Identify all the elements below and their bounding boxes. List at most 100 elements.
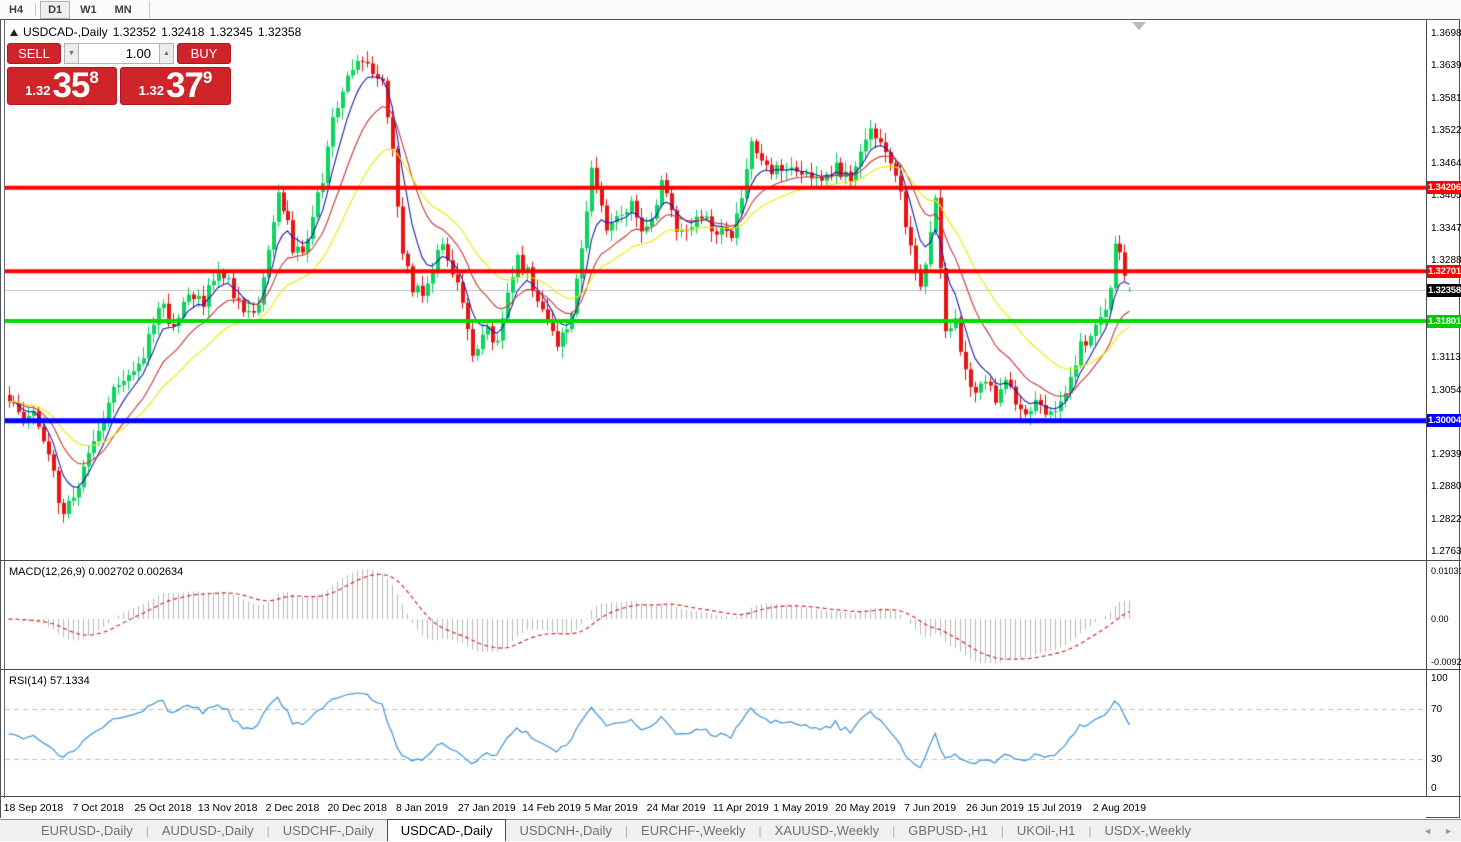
plot-left-border	[4, 20, 5, 817]
timeframe-button-mn[interactable]: MN	[114, 3, 132, 16]
chart-close-value: 1.32358	[257, 25, 302, 39]
tab-separator: |	[145, 823, 149, 838]
price-badge-1-32358: 1.32358	[1427, 283, 1461, 297]
pane-separator	[1, 796, 1461, 797]
pane-separator[interactable]	[1, 560, 1461, 561]
date-axis-label: 24 Mar 2019	[646, 802, 706, 814]
price-chart-canvas[interactable]	[5, 21, 1426, 560]
chart-open-value: 1.32352	[112, 25, 157, 39]
macd-axis-tick: 0.00	[1431, 614, 1449, 625]
chart-tab-bar: EURUSD-,Daily | AUDUSD-,Daily | USDCHF-,Dail…	[0, 819, 1461, 841]
tab-separator: |	[266, 823, 270, 838]
rsi-axis-tick: 70	[1431, 704, 1443, 716]
sell-price-main: 35	[52, 66, 90, 105]
date-axis-label: 27 Jan 2019	[457, 802, 516, 814]
volume-decrease-button[interactable]: ▼	[64, 43, 79, 64]
tab-separator: |	[1088, 823, 1092, 838]
rsi-label: RSI(14) 57.1334	[9, 675, 90, 687]
rsi-axis-tick: 30	[1431, 753, 1443, 765]
buy-button[interactable]: BUY	[177, 43, 231, 64]
chart-tab-ukoil-h1[interactable]: UKOil-,H1	[1016, 823, 1076, 838]
date-axis-label: 20 Dec 2018	[327, 802, 388, 814]
rsi-axis-tick: 100	[1431, 673, 1448, 684]
toolbar-separator	[35, 3, 37, 16]
buy-price-display[interactable]: 1.32 37 9	[120, 67, 231, 105]
symbol-up-triangle-icon	[10, 28, 18, 36]
price-axis-tick: 1.34640	[1431, 157, 1461, 169]
toolbar-separator	[148, 1, 150, 18]
macd-chart-canvas[interactable]	[5, 563, 1426, 669]
rsi-chart-canvas[interactable]	[5, 672, 1426, 796]
buy-price-prefix: 1.32	[138, 83, 164, 98]
tabs-scroll-left-icon[interactable]: ◄	[1423, 826, 1433, 836]
date-axis-label: 25 Oct 2018	[134, 802, 192, 814]
one-click-trade-panel: SELL ▼ 1.00 ▲ BUY 1.32 35 8 1.32 37 9	[7, 43, 231, 105]
timeframe-toolbar: H4 D1 W1 MN	[0, 0, 1461, 19]
timeframe-button-d1[interactable]: D1	[40, 0, 71, 19]
price-axis-tick: 1.32885	[1431, 255, 1461, 266]
chart-tab-audusd-daily[interactable]: AUDUSD-,Daily	[161, 823, 254, 838]
sell-button[interactable]: SELL	[7, 43, 61, 64]
price-axis-tick: 1.29390	[1431, 448, 1461, 460]
price-axis-tick: 1.28220	[1431, 513, 1461, 525]
buy-price-pip: 9	[202, 68, 213, 87]
tabs-scroll-right-icon[interactable]: ►	[1444, 826, 1453, 836]
chart-high-value: 1.32418	[161, 25, 205, 39]
date-axis-label: 5 Mar 2019	[584, 802, 638, 814]
date-axis-label: 11 Apr 2019	[712, 802, 769, 814]
volume-input[interactable]: 1.00	[78, 43, 160, 64]
price-badge-1-30004: 1.30004	[1427, 414, 1461, 428]
price-axis-tick: 1.31130	[1431, 352, 1461, 364]
chart-low-value: 1.32345	[209, 25, 253, 39]
sell-price-display[interactable]: 1.32 35 8	[7, 67, 117, 105]
timeframe-button-w1[interactable]: W1	[80, 3, 97, 16]
chart-tab-xauusd-weekly[interactable]: XAUUSD-,Weekly	[774, 823, 880, 838]
sell-price-prefix: 1.32	[25, 83, 51, 98]
date-axis-label: 13 Nov 2018	[197, 802, 258, 814]
price-axis-tick: 1.27635	[1431, 546, 1461, 558]
chart-tab-eurusd-daily[interactable]: EURUSD-,Daily	[41, 823, 133, 838]
chart-tab-eurchf-weekly[interactable]: EURCHF-,Weekly	[641, 823, 746, 838]
tab-separator: |	[758, 823, 762, 838]
macd-label: MACD(12,26,9) 0.002702 0.002634	[9, 566, 184, 578]
price-axis-tick: 1.36395	[1431, 60, 1461, 72]
buy-price-main: 37	[165, 66, 204, 105]
timeframe-button-h4[interactable]: H4	[9, 3, 24, 16]
pane-separator[interactable]	[1, 669, 1461, 670]
date-axis-label: 15 Jul 2019	[1027, 802, 1082, 814]
price-axis-tick: 1.35225	[1431, 125, 1461, 137]
macd-axis-tick: 0.010311	[1431, 566, 1461, 577]
price-axis-tick: 1.30545	[1431, 384, 1461, 396]
price-axis-tick: 1.34055	[1431, 190, 1461, 202]
chart-symbol-label: USDCAD-,Daily	[23, 25, 108, 39]
macd-axis-tick: -0.009203	[1431, 656, 1461, 667]
chart-shift-marker-icon[interactable]	[1132, 22, 1146, 30]
date-axis-label: 2 Aug 2019	[1092, 802, 1147, 814]
chart-tab-usdchf-daily[interactable]: USDCHF-,Daily	[282, 823, 374, 838]
tab-separator: |	[892, 823, 896, 838]
volume-increase-button[interactable]: ▲	[159, 43, 174, 64]
price-axis-tick: 1.36980	[1431, 28, 1461, 40]
price-axis-line	[1426, 20, 1427, 796]
date-axis-label: 8 Jan 2019	[396, 802, 448, 814]
price-badge-1-31801: 1.31801	[1427, 314, 1461, 328]
date-axis[interactable]: 18 Sep 2018 7 Oct 2018 25 Oct 2018 13 Nov 2…	[1, 798, 1426, 818]
price-axis-tick: 1.35810	[1431, 92, 1461, 104]
price-badge-1-34206: 1.34206	[1427, 181, 1461, 195]
price-axis-tick: 1.33470	[1431, 222, 1461, 234]
date-axis-label: 2 Dec 2018	[265, 802, 320, 814]
date-axis-label: 26 Jun 2019	[966, 802, 1024, 814]
chart-tab-usdcnh-daily[interactable]: USDCNH-,Daily	[519, 823, 612, 838]
chart-tab-usdx-weekly[interactable]: USDX-,Weekly	[1104, 823, 1191, 838]
date-axis-label: 7 Oct 2018	[72, 802, 124, 814]
chart-tab-gbpusd-h1[interactable]: GBPUSD-,H1	[908, 823, 988, 838]
date-axis-label: 14 Feb 2019	[522, 802, 582, 814]
chart-header: USDCAD-,Daily 1.32352 1.32418 1.32345 1.…	[10, 25, 306, 39]
price-badge-1-32701: 1.32701	[1427, 264, 1461, 278]
date-axis-label: 18 Sep 2018	[3, 802, 64, 814]
price-axis-tick: 1.28805	[1431, 481, 1461, 493]
date-axis-label: 7 Jun 2019	[904, 802, 957, 814]
chart-window: USDCAD-,Daily 1.32352 1.32418 1.32345 1.…	[0, 19, 1461, 818]
chart-tab-usdcad-daily[interactable]: USDCAD-,Daily	[386, 819, 507, 841]
tab-separator: |	[624, 823, 629, 838]
